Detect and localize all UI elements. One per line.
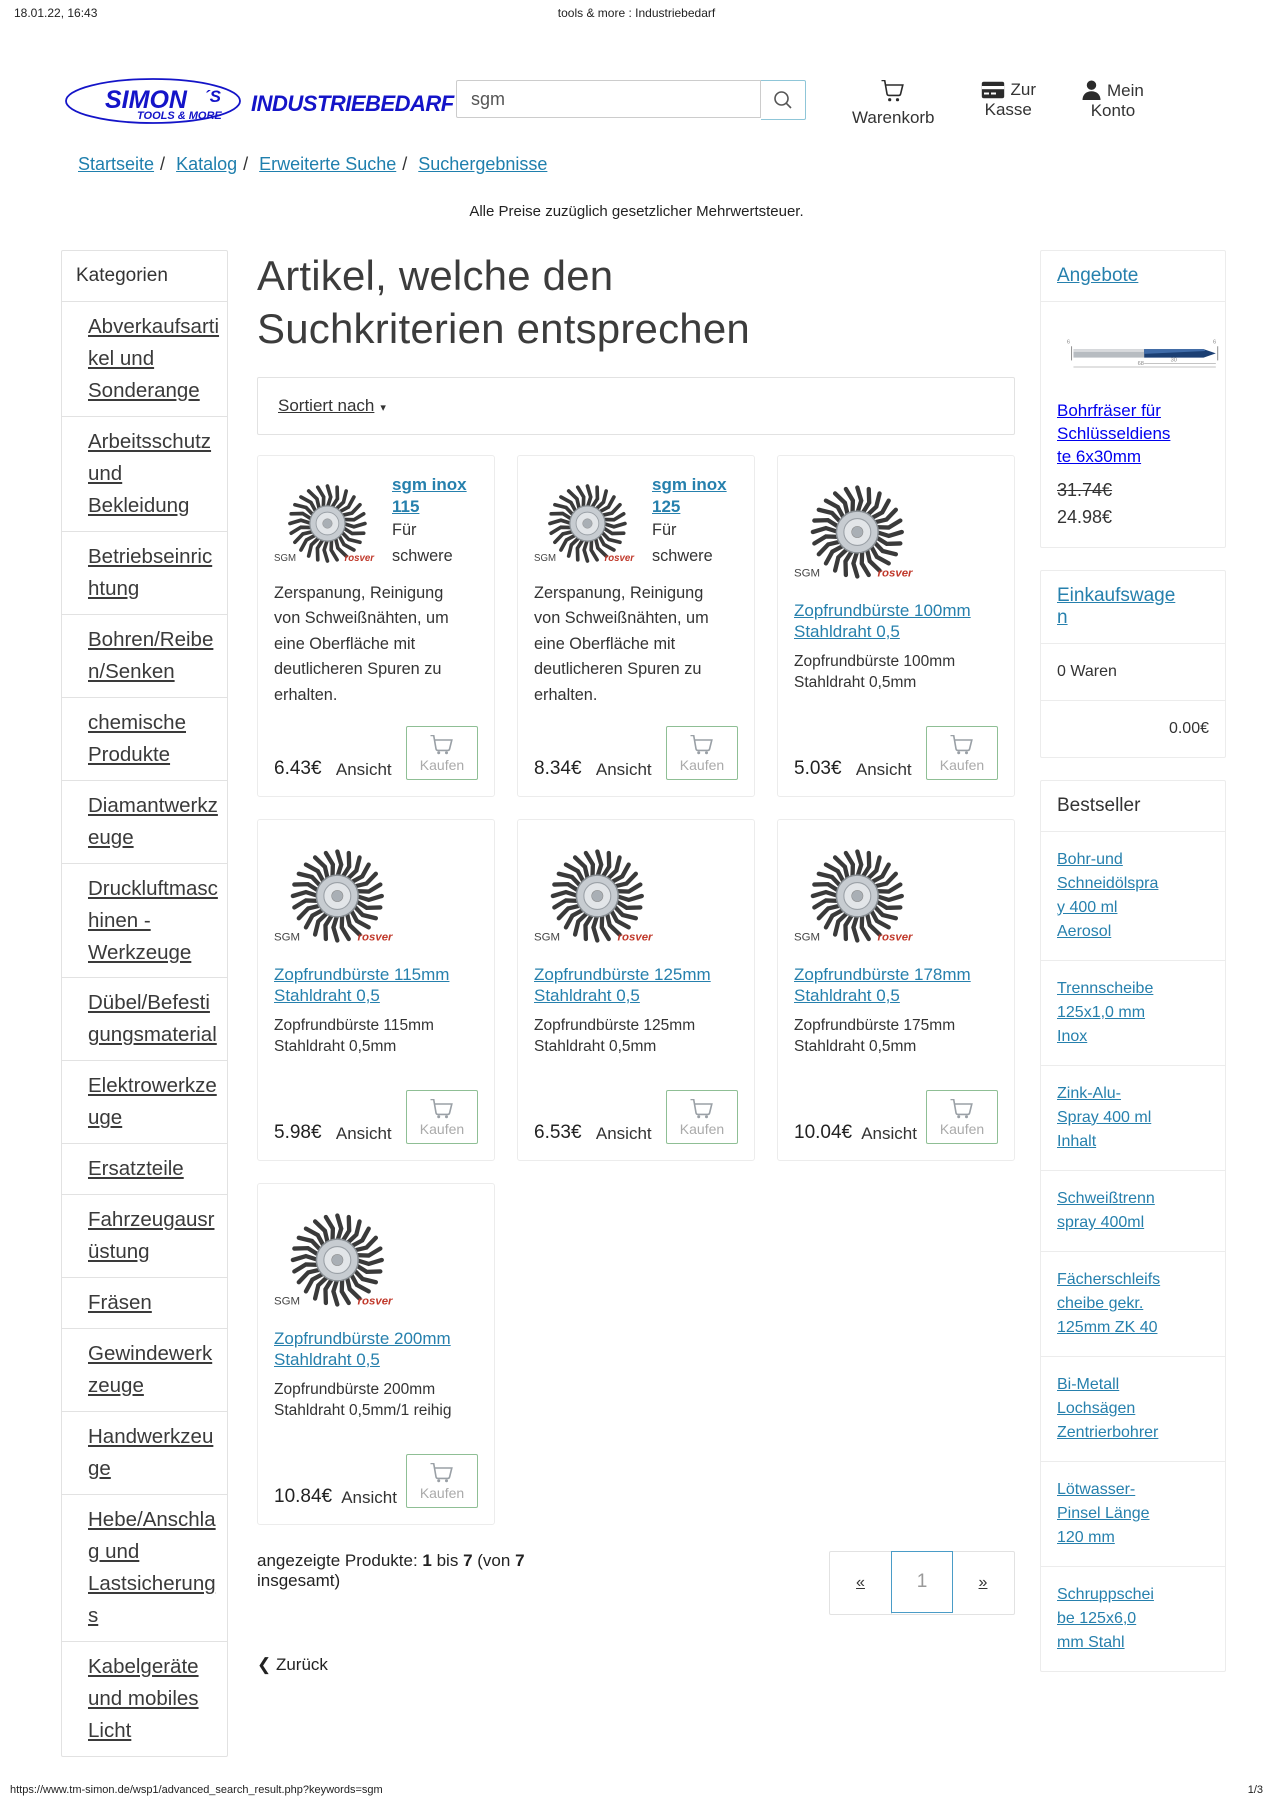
svg-text:rosver: rosver: [358, 1295, 394, 1307]
svg-text:rosver: rosver: [604, 553, 635, 564]
svg-text:6: 6: [1213, 339, 1216, 345]
svg-text:rosver: rosver: [358, 931, 394, 943]
svg-text:SGM: SGM: [274, 1295, 300, 1307]
svg-text:rosver: rosver: [878, 567, 914, 579]
svg-text:INDUSTRIEBEDARF: INDUSTRIEBEDARF: [251, 91, 455, 116]
svg-text:SGM: SGM: [534, 931, 560, 943]
svg-text:SGM: SGM: [534, 553, 556, 564]
svg-text:6: 6: [1067, 339, 1070, 345]
svg-text:rosver: rosver: [344, 553, 375, 564]
svg-text:´S: ´S: [204, 87, 222, 106]
svg-text:30: 30: [1171, 357, 1177, 363]
svg-text:rosver: rosver: [878, 931, 914, 943]
svg-text:SGM: SGM: [794, 931, 820, 943]
svg-text:SGM: SGM: [274, 553, 296, 564]
svg-text:TOOLS & MORE: TOOLS & MORE: [137, 110, 222, 122]
svg-text:SGM: SGM: [274, 931, 300, 943]
svg-text:SGM: SGM: [794, 567, 820, 579]
svg-text:rosver: rosver: [618, 931, 654, 943]
svg-text:68: 68: [1138, 361, 1144, 367]
